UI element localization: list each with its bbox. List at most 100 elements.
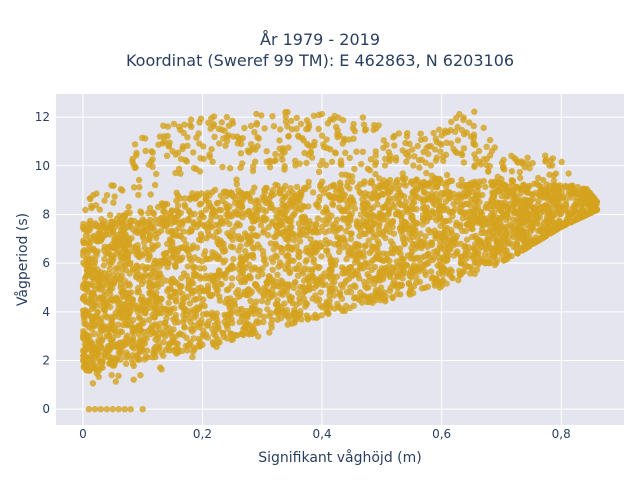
- data-point: [305, 178, 312, 186]
- data-point: [204, 334, 212, 341]
- data-point: [170, 120, 178, 128]
- data-point: [483, 161, 490, 169]
- data-point: [351, 205, 359, 212]
- data-point: [162, 257, 169, 265]
- data-point: [86, 222, 93, 229]
- data-point: [305, 283, 313, 290]
- data-point: [196, 338, 204, 345]
- data-point: [450, 145, 457, 153]
- data-point: [483, 155, 491, 162]
- data-point: [359, 201, 367, 208]
- data-point: [281, 166, 288, 173]
- data-point: [160, 122, 167, 129]
- y-tick-labels: 0 2 4 6 8 10 12: [35, 110, 50, 416]
- data-point: [416, 164, 423, 171]
- data-point: [116, 328, 124, 335]
- data-point: [172, 217, 179, 225]
- data-point: [372, 170, 379, 178]
- data-point: [514, 159, 521, 166]
- data-point: [181, 195, 188, 202]
- data-point: [272, 252, 279, 259]
- data-point: [418, 285, 426, 292]
- data-point: [347, 230, 355, 237]
- data-point: [159, 140, 166, 147]
- data-point: [413, 273, 420, 281]
- data-point: [307, 252, 315, 259]
- data-point: [248, 266, 255, 273]
- data-point: [184, 285, 191, 292]
- data-point: [473, 235, 481, 242]
- data-point: [89, 272, 96, 280]
- data-point: [310, 112, 318, 120]
- data-point: [127, 406, 134, 413]
- data-point: [431, 146, 439, 153]
- data-point: [80, 226, 88, 233]
- data-point: [266, 312, 273, 319]
- data-point: [270, 245, 277, 253]
- data-point: [360, 253, 367, 261]
- data-point: [411, 187, 418, 194]
- data-point: [574, 183, 582, 191]
- data-point: [200, 296, 207, 303]
- data-point: [156, 302, 163, 309]
- data-point: [129, 226, 137, 233]
- data-point: [242, 248, 249, 255]
- data-point: [281, 300, 288, 307]
- data-point: [284, 243, 292, 251]
- data-point: [184, 307, 192, 315]
- data-point: [234, 140, 241, 147]
- data-point: [108, 341, 115, 348]
- data-point: [413, 192, 420, 199]
- data-point: [277, 222, 284, 229]
- data-point: [389, 223, 396, 231]
- data-point: [360, 230, 367, 237]
- data-point: [122, 317, 129, 324]
- data-point: [510, 222, 517, 229]
- data-point: [190, 344, 197, 351]
- data-point: [142, 271, 149, 279]
- data-point: [259, 229, 267, 236]
- data-point: [272, 278, 280, 285]
- data-point: [98, 344, 106, 352]
- data-point: [399, 170, 406, 177]
- data-point: [115, 247, 122, 255]
- data-point: [249, 167, 257, 174]
- data-point: [180, 228, 187, 235]
- data-point: [135, 191, 142, 199]
- data-point: [217, 219, 224, 226]
- data-point: [128, 235, 135, 242]
- data-point: [318, 253, 325, 260]
- data-point: [226, 165, 234, 172]
- data-point: [149, 282, 156, 289]
- y-axis-label: Vågperiod (s): [14, 213, 31, 306]
- data-point: [110, 182, 117, 189]
- data-point: [457, 208, 464, 215]
- data-point: [338, 171, 345, 178]
- data-point: [141, 239, 148, 246]
- data-point: [443, 179, 451, 186]
- data-point: [513, 241, 520, 248]
- data-point: [189, 353, 196, 361]
- data-point: [284, 235, 292, 242]
- data-point: [303, 159, 310, 167]
- data-point: [292, 278, 299, 286]
- data-point: [322, 204, 330, 211]
- data-point: [382, 155, 389, 162]
- data-point: [181, 324, 188, 331]
- data-point: [287, 297, 294, 304]
- data-point: [178, 274, 185, 282]
- data-point: [108, 218, 115, 226]
- data-point: [297, 120, 305, 128]
- data-point: [333, 273, 341, 280]
- data-point: [497, 237, 505, 244]
- data-point: [266, 157, 273, 164]
- data-point: [169, 248, 177, 256]
- data-point: [136, 315, 143, 322]
- data-point: [247, 290, 254, 297]
- data-point: [209, 210, 216, 217]
- data-point: [227, 310, 235, 317]
- data-point: [497, 200, 504, 207]
- data-point: [550, 177, 558, 184]
- data-point: [547, 194, 554, 201]
- data-point: [187, 211, 195, 219]
